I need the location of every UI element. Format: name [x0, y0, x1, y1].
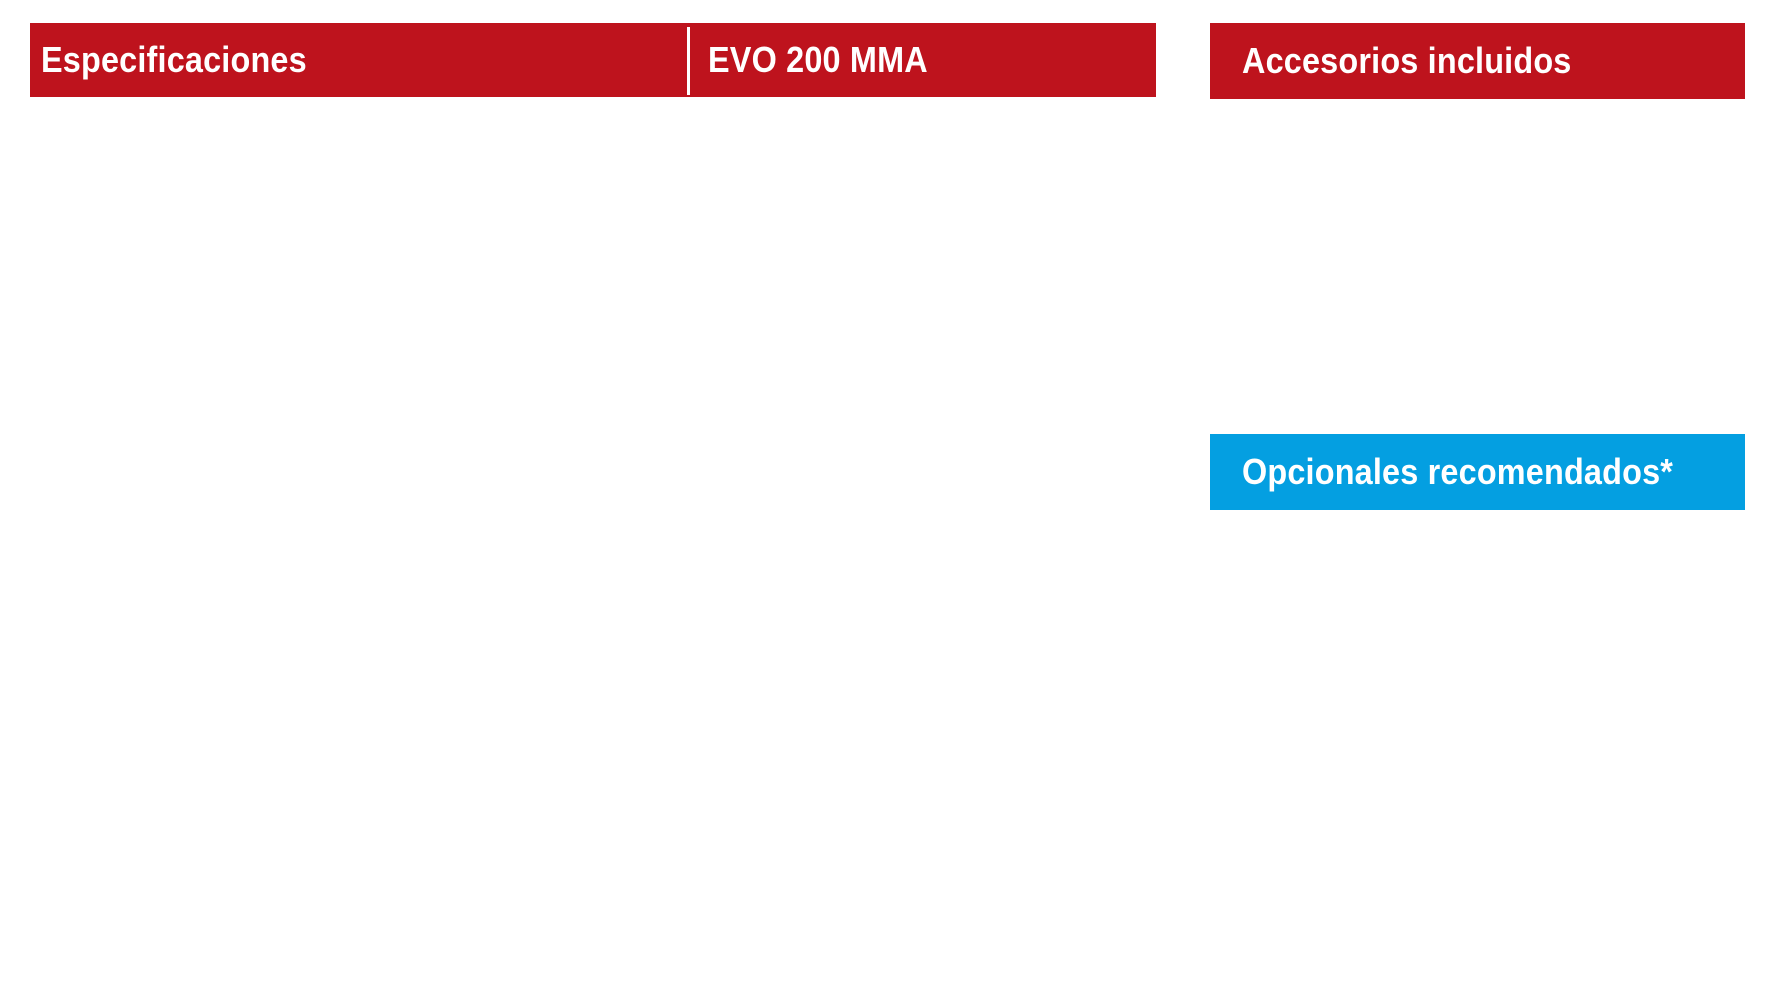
model-name-label: EVO 200 MMA: [708, 39, 928, 80]
header-column-divider: [687, 27, 690, 95]
recommended-optionals-header-label: Opcionales recomendados*: [1242, 451, 1674, 492]
included-accessories-header-label: Accesorios incluidos: [1242, 40, 1572, 81]
specifications-header-label: Especificaciones: [41, 39, 307, 80]
specifications-header-bar: Especificaciones EVO 200 MMA: [30, 23, 1156, 97]
recommended-optionals-header-bar: Opcionales recomendados*: [1210, 434, 1745, 510]
included-accessories-header-bar: Accesorios incluidos: [1210, 23, 1745, 99]
